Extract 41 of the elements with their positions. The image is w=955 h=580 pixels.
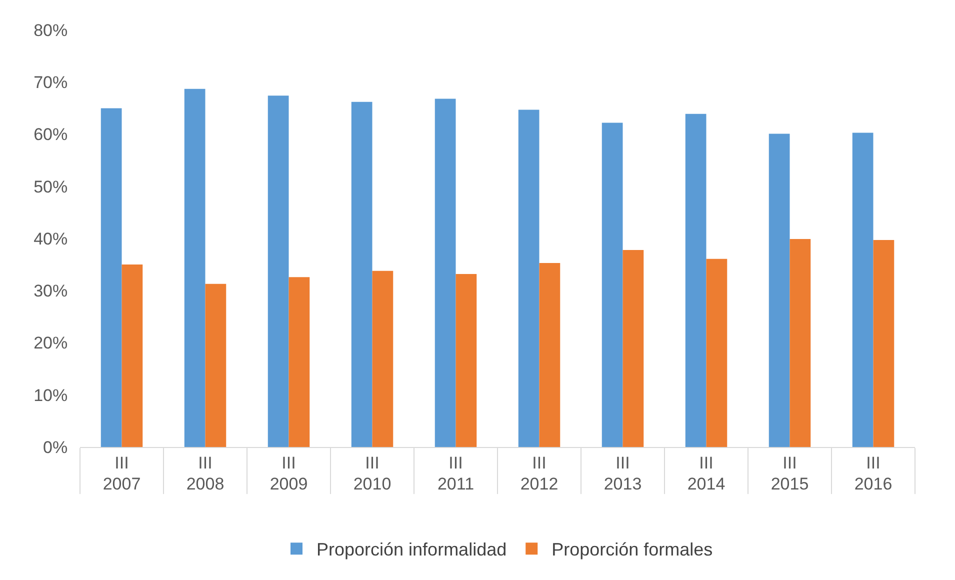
category-label: III 2010	[353, 453, 392, 494]
bar	[790, 239, 811, 447]
bar	[372, 270, 394, 447]
bar	[873, 240, 894, 447]
category-label: III 2013	[604, 453, 642, 494]
bar	[706, 258, 728, 447]
bar	[456, 274, 477, 447]
category-label: III 2008	[186, 453, 224, 494]
legend-label: Proporción formales	[552, 540, 713, 560]
bar	[539, 263, 560, 447]
bar	[184, 88, 206, 447]
bar	[622, 250, 644, 447]
bar	[100, 108, 122, 447]
y-tick-label: 0%	[43, 438, 68, 457]
bar	[288, 277, 310, 447]
bar	[852, 132, 874, 447]
legend-label: Proporción informalidad	[316, 540, 507, 560]
y-tick-label: 50%	[34, 177, 68, 196]
bar	[518, 110, 540, 447]
category-label: III 2015	[770, 453, 809, 494]
y-tick-label: 30%	[34, 282, 68, 301]
category-label: III 2007	[102, 453, 141, 494]
y-tick-label: 40%	[34, 229, 68, 248]
y-tick-label: 10%	[34, 386, 68, 405]
y-tick-label: 60%	[34, 125, 68, 144]
bar	[602, 122, 623, 447]
category-label: III 2012	[520, 453, 558, 494]
category-label: III 2016	[854, 453, 892, 494]
bar	[768, 134, 790, 447]
bar	[205, 284, 226, 447]
y-tick-label: 70%	[34, 73, 68, 92]
category-label: III 2014	[687, 453, 726, 494]
bar	[434, 98, 456, 447]
category-label: III 2009	[270, 453, 308, 494]
bar	[351, 102, 372, 447]
y-tick-label: 80%	[34, 20, 68, 40]
bar	[268, 96, 289, 447]
category-label: III 2011	[437, 453, 474, 494]
bar	[122, 264, 143, 447]
bar	[685, 114, 706, 447]
y-tick-label: 20%	[34, 334, 68, 353]
